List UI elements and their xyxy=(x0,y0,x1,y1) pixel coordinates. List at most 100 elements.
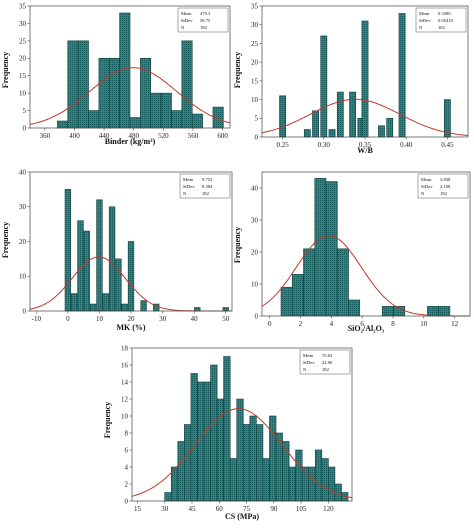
chart-5-bar-21 xyxy=(295,449,303,502)
chart-2-stats-value: 0.05410 xyxy=(438,18,454,23)
chart-5-y-tick-label: 18 xyxy=(121,344,129,352)
chart-5-bar-26 xyxy=(328,466,336,502)
chart-3-x-tick-label: -10 xyxy=(32,315,42,323)
chart-2-bar-2 xyxy=(303,129,311,138)
chart-5-bar-16 xyxy=(262,458,270,502)
chart-4-x-tick-label: 8 xyxy=(391,320,395,328)
chart-4-bar-3 xyxy=(303,248,316,317)
chart-1-y-tick-label: 20 xyxy=(19,55,27,63)
chart-4-x-tick-label: 2 xyxy=(299,320,303,328)
chart-5-stats-value: 182 xyxy=(322,367,330,372)
chart-1: 360 400 440 480 520 560 600 0 5 10 15 20 25 30 35 Binde… xyxy=(1,2,231,146)
chart-2-bar-10 xyxy=(378,125,385,138)
chart-1-y-tick-label: 30 xyxy=(19,20,27,28)
chart-1-x-tick-label: 560 xyxy=(188,132,199,140)
chart-1-x-tick-label: 360 xyxy=(40,132,51,140)
chart-5-x-tick-label: 90 xyxy=(270,505,278,513)
chart-2-stats-value: 182 xyxy=(438,25,446,30)
chart-5-stats-value: 70.63 xyxy=(322,353,333,358)
chart-3-x-tick-label: 40 xyxy=(191,315,199,323)
chart-5-bar-19 xyxy=(282,441,290,502)
chart-2-stats-box xyxy=(415,7,467,33)
chart-2-stats-value: 0.3380 xyxy=(438,11,451,16)
chart-1-bar-11 xyxy=(160,92,172,129)
chart-2-stats-label: StDev xyxy=(419,18,431,23)
chart-2-x-tick-label: 0.25 xyxy=(276,141,289,149)
chart-2-x-tick-label: 0.45 xyxy=(441,141,454,149)
chart-5-bar-12 xyxy=(236,398,244,502)
chart-5-bar-13 xyxy=(242,424,251,502)
chart-5-stats-value: 24.06 xyxy=(322,360,333,365)
chart-4-normal-curve xyxy=(261,235,470,317)
chart-2-x-tick-label: 0.35 xyxy=(359,141,372,149)
chart-1-bar-6 xyxy=(108,57,120,129)
chart-4-y-axis-title: Frequency xyxy=(233,227,242,263)
chart-4-bar-5 xyxy=(325,181,338,317)
chart-5-stats-label: Mean xyxy=(303,353,314,358)
chart-5-x-tick-label: 120 xyxy=(323,505,334,513)
chart-5-y-tick-label: 8 xyxy=(125,429,129,437)
chart-4-stats-label: StDev xyxy=(421,184,433,189)
chart-5: 15 30 45 60 75 90 105 120 0 2 4 6 8 10 12 14 16 18 CS (MPa… xyxy=(103,344,353,521)
chart-1-bar-8 xyxy=(129,117,141,129)
chart-3-bar-7 xyxy=(102,293,109,312)
chart-2-y-axis-title: Frequency xyxy=(233,52,242,88)
chart-5-bar-17 xyxy=(269,415,277,502)
chart-5-bar-10 xyxy=(223,356,231,502)
chart-1-stats-label: Mean xyxy=(181,11,192,16)
chart-5-y-axis-title: Frequency xyxy=(103,402,112,438)
chart-3-y-tick-label: 10 xyxy=(19,273,27,281)
chart-4-x-tick-label: 10 xyxy=(420,320,428,328)
chart-4-x-tick-label: 0 xyxy=(268,320,272,328)
chart-3: -10 0 10 20 30 40 50 0 10 20 30 40 MK (%) Frequency Me… xyxy=(1,168,233,332)
chart-3-bar-5 xyxy=(89,303,97,312)
chart-4-y-tick-label: 40 xyxy=(251,184,259,192)
chart-2-normal-curve xyxy=(261,98,469,136)
chart-1-x-tick-label: 480 xyxy=(128,132,139,140)
chart-4-y-tick-label: 0 xyxy=(255,312,259,320)
chart-3-x-tick-label: 30 xyxy=(159,315,167,323)
chart-1-stats-value: 479.3 xyxy=(200,11,211,16)
chart-2-x-tick-label: 0.30 xyxy=(318,141,331,149)
chart-5-bar-8 xyxy=(210,364,218,502)
chart-5-bar-20 xyxy=(288,466,296,502)
chart-1-bar-14 xyxy=(191,113,203,129)
chart-3-stats-label: Mean xyxy=(183,177,194,182)
chart-1-stats-value: 58.75 xyxy=(200,18,211,23)
chart-3-x-tick-label: 0 xyxy=(66,315,70,323)
chart-5-bar-15 xyxy=(256,424,264,502)
chart-1-x-axis-title: Binder (kg/m³) xyxy=(105,137,156,146)
chart-5-y-tick-label: 12 xyxy=(121,395,129,403)
chart-1-y-tick-label: 10 xyxy=(19,90,27,98)
chart-1-x-tick-label: 600 xyxy=(217,132,228,140)
chart-5-bar-1 xyxy=(164,492,172,502)
chart-1-y-axis-title: Frequency xyxy=(1,52,10,88)
chart-4-bar-8 xyxy=(381,306,394,317)
chart-3-y-tick-label: 30 xyxy=(19,203,27,211)
chart-2-y-tick-label: 30 xyxy=(251,21,259,29)
chart-1-y-tick-label: 0 xyxy=(23,124,27,132)
chart-2-stats-label: N xyxy=(419,25,423,30)
chart-5-y-tick-label: 10 xyxy=(121,412,129,420)
chart-2-bar-9 xyxy=(361,20,369,138)
chart-3-stats-label: N xyxy=(183,191,187,196)
chart-5-x-tick-label: 75 xyxy=(243,505,251,513)
chart-3-x-tick-label: 10 xyxy=(96,315,104,323)
chart-1-x-tick-label: 400 xyxy=(69,132,80,140)
chart-5-bar-6 xyxy=(197,381,205,502)
chart-1-normal-curve xyxy=(29,67,231,125)
chart-5-bar-23 xyxy=(308,466,316,502)
chart-4-x-tick-label: 6 xyxy=(360,320,364,328)
chart-5-x-tick-label: 105 xyxy=(296,505,307,513)
chart-4-stats-label: N xyxy=(421,191,425,196)
chart-5-bar-25 xyxy=(321,458,329,502)
chart-2-bar-1 xyxy=(279,95,286,138)
chart-2-y-tick-label: 35 xyxy=(251,2,259,10)
chart-1-frame xyxy=(29,5,231,129)
chart-1-bar-12 xyxy=(171,110,183,129)
chart-5-stats-label: N xyxy=(303,367,307,372)
chart-2-bar-3 xyxy=(312,110,319,138)
chart-2-bar-13 xyxy=(444,99,451,138)
chart-4-x-axis-title: SiO₂/Al₂O₃ xyxy=(348,324,385,333)
